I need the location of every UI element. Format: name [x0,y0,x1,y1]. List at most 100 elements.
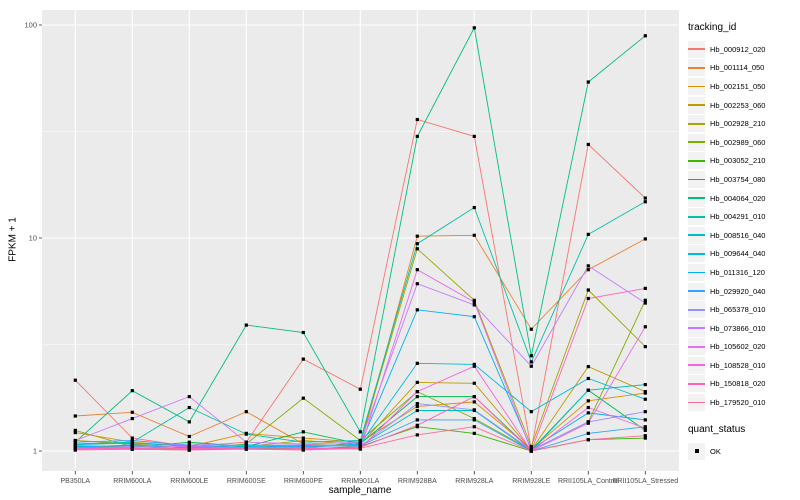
data-point [244,444,248,448]
data-point [586,80,590,84]
data-point [130,389,134,393]
legend-line-icon [688,401,705,404]
data-point [472,134,476,138]
data-point [586,296,590,301]
legend-key-swatch [688,77,705,95]
data-point [301,438,305,443]
legend-key-swatch [688,208,705,226]
data-point [643,34,647,38]
data-point [187,420,191,424]
data-point [130,441,134,445]
data-point [244,432,248,436]
data-point [358,387,362,391]
data-point [187,442,191,446]
legend-item: Hb_105602_020 [688,338,800,357]
legend-key-swatch [688,170,705,188]
legend-line-icon [688,290,705,292]
data-point [472,381,476,385]
legend-key-swatch [688,442,705,460]
legend-item-label: Hb_002151_050 [710,81,766,91]
legend-item: Hb_002989_060 [688,133,800,152]
data-point [73,378,77,382]
x-tick-label: RRIM928LA [455,478,493,485]
data-point [643,426,647,430]
legend-item-label: Hb_008516_040 [710,230,766,240]
data-point [415,247,419,251]
legend-item: Hb_073866_010 [688,319,800,338]
x-tick-label: RRIM928LE [512,478,550,485]
legend-item: Hb_004064_020 [688,189,800,208]
legend-item: Hb_002151_050 [688,77,800,96]
legend-line-icon [688,178,705,181]
data-point [244,447,248,451]
legend-line-icon [688,308,705,311]
data-point [415,242,419,246]
legend-line-icon [688,104,705,106]
legend-key-swatch [688,394,705,412]
legend-item: Hb_179520_010 [688,393,800,412]
data-point [130,436,134,440]
data-point [301,357,305,361]
legend-item-label: Hb_029920_040 [710,286,766,296]
data-point [643,434,647,438]
data-point [415,408,419,413]
x-tick-label: RRIM600SE [227,478,266,485]
legend-key-swatch [688,375,705,393]
data-point [586,388,590,392]
legend-quant-status: quant_status OK [688,424,800,461]
data-point [358,430,362,434]
legend-key-swatch [688,245,705,263]
legend-item-label: Hb_150818_020 [710,379,766,389]
data-point [73,431,77,435]
data-point [358,438,362,443]
data-point [586,232,590,236]
legend-item: Hb_001114_050 [688,59,800,78]
x-tick-label: RRIM600PE [284,478,323,485]
legend-key-swatch [688,282,705,300]
legend-item-label: Hb_004064_020 [710,193,766,203]
data-point [529,449,533,453]
data-point [643,436,647,440]
data-point [244,410,248,414]
data-point [187,448,191,452]
data-point [643,382,647,387]
legend-item-label: Hb_179520_010 [710,398,766,408]
data-point [73,440,77,444]
x-tick-label: RRII105LA_Stressed [612,478,678,485]
legend-item-label: Hb_002928_210 [710,119,766,129]
data-point [472,362,476,367]
legend-line-icon [688,197,705,199]
data-point [472,431,476,435]
x-axis-title: sample_name [328,485,392,496]
legend-item-label: OK [710,446,721,456]
data-point [301,430,305,434]
data-point [643,237,647,241]
data-point [643,325,647,329]
data-point [415,423,419,427]
legend-item-label: Hb_105602_020 [710,342,766,352]
data-point [643,397,647,401]
data-point [472,418,476,422]
legend-line-icon [688,234,705,237]
data-point [301,396,305,400]
legend-item: Hb_008516_040 [688,226,800,245]
legend: tracking_id Hb_000912_020 Hb_001114_050 Hb… [688,22,800,460]
legend-line-icon [688,85,705,88]
data-point [415,234,419,238]
legend-line-icon [688,48,705,51]
legend-line-icon [688,141,705,144]
legend-item-label: Hb_009644_040 [710,249,766,259]
legend-item: Hb_065378_010 [688,300,800,319]
legend-key-swatch [688,226,705,244]
data-point [415,380,419,384]
data-point [244,323,248,327]
data-point [472,400,476,404]
legend-item-label: Hb_002989_060 [710,137,766,147]
data-point [472,300,476,304]
data-point [586,365,590,369]
legend-item: Hb_150818_020 [688,375,800,394]
square-point-icon [694,449,699,454]
legend-item: Hb_002928_210 [688,114,800,133]
legend-key-swatch [688,356,705,374]
data-point [73,428,77,432]
